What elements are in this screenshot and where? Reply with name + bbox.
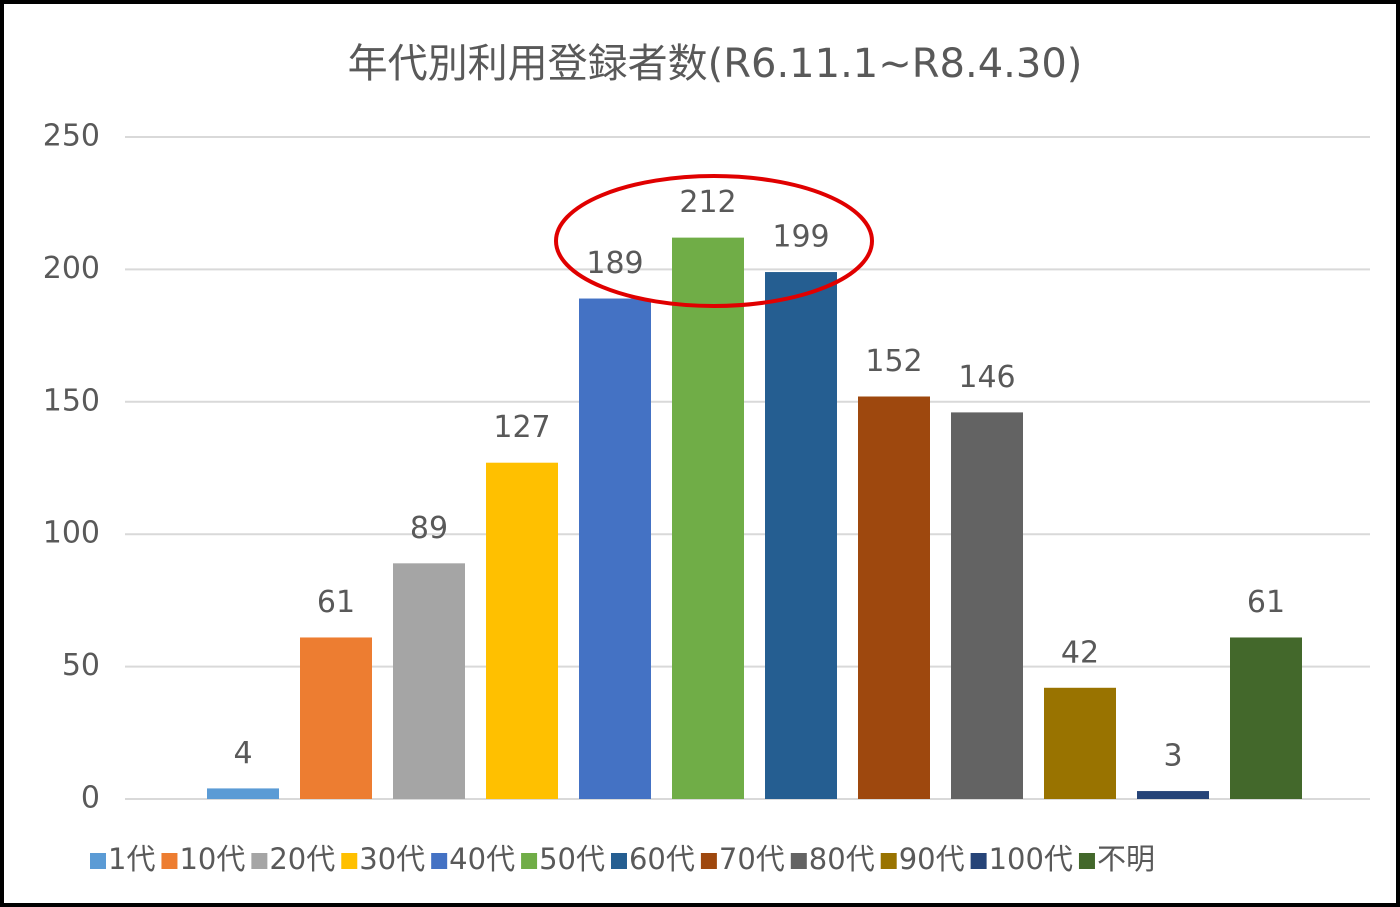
data-label: 127 <box>493 410 550 445</box>
highlight-ellipse <box>554 174 874 308</box>
data-label: 152 <box>865 344 922 379</box>
legend-swatch <box>161 853 178 869</box>
y-tick-label: 50 <box>62 648 100 683</box>
chart-title: 年代別利用登録者数(R6.11.1~R8.4.30) <box>348 41 1083 87</box>
legend-swatch <box>880 853 897 869</box>
legend-label: 80代 <box>809 842 875 876</box>
bar <box>1137 791 1209 799</box>
legend-label: 90代 <box>899 842 965 876</box>
legend-swatch <box>521 853 538 869</box>
legend-swatch <box>90 853 106 869</box>
legend-swatch <box>610 853 627 869</box>
legend-swatch <box>700 853 717 869</box>
bar <box>1230 637 1302 799</box>
y-tick-label: 150 <box>43 383 100 418</box>
legend-label: 40代 <box>449 842 515 876</box>
legend-swatch <box>1078 853 1095 869</box>
legend-label: 不明 <box>1097 842 1155 876</box>
legend-label: 100代 <box>989 842 1073 876</box>
bar <box>486 462 558 799</box>
legend-label: 60代 <box>629 842 695 876</box>
data-label: 42 <box>1061 635 1099 670</box>
legend-swatch <box>790 853 807 869</box>
legend-label: 10代 <box>179 842 245 876</box>
legend-label: 1代 <box>108 842 155 876</box>
legend-swatch <box>431 853 448 869</box>
legend-swatch <box>970 853 987 869</box>
data-label: 189 <box>586 246 643 281</box>
legend-label: 30代 <box>359 842 425 876</box>
legend-swatch <box>251 853 268 869</box>
legend-label: 70代 <box>719 842 785 876</box>
data-label: 212 <box>679 185 736 220</box>
data-label: 199 <box>772 220 829 255</box>
bar <box>858 396 930 799</box>
bar <box>300 637 372 799</box>
legend-label: 20代 <box>269 842 335 876</box>
plot: 0 50 100 150 200 250 4 61 89 127 189 212 199 152 146 42… <box>43 119 1370 876</box>
data-label: 61 <box>1247 585 1285 620</box>
data-label: 89 <box>410 511 448 546</box>
y-tick-label: 100 <box>43 516 100 551</box>
legend-swatch <box>341 853 358 869</box>
bar <box>951 412 1023 799</box>
legend-label: 50代 <box>539 842 605 876</box>
bar <box>1044 687 1116 799</box>
bar <box>393 563 465 799</box>
data-label: 146 <box>958 360 1015 395</box>
bar <box>579 298 651 799</box>
bar <box>207 788 279 799</box>
bar <box>672 237 744 799</box>
y-tick-label: 250 <box>43 119 100 154</box>
data-label: 61 <box>317 585 355 620</box>
bar <box>765 272 837 800</box>
data-label: 4 <box>233 736 252 771</box>
y-tick-label: 200 <box>43 251 100 286</box>
data-label: 3 <box>1163 739 1182 774</box>
y-tick-label: 0 <box>81 781 100 816</box>
